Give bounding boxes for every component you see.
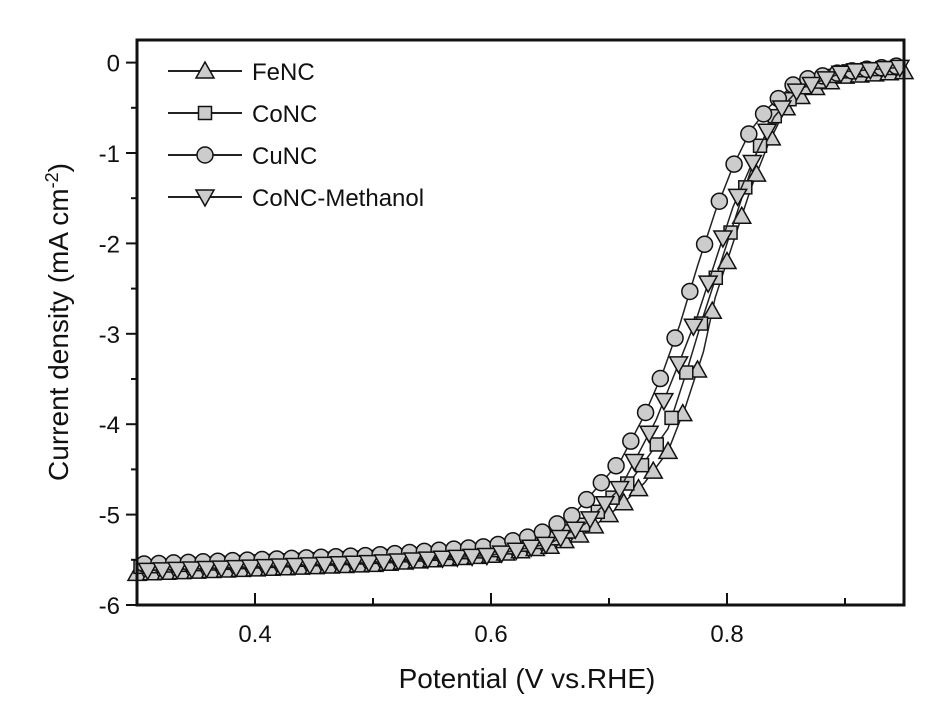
data-point: [729, 189, 747, 205]
data-point: [579, 492, 595, 508]
plot-marks: [128, 58, 913, 580]
y-tick-label: 0: [107, 51, 120, 78]
legend-label: FeNC: [252, 59, 315, 86]
data-point: [667, 330, 683, 346]
legend-label: CuNC: [252, 143, 317, 170]
data-point: [756, 106, 772, 122]
data-point: [650, 438, 663, 451]
series-conc: [134, 61, 904, 573]
y-tick-label: -2: [99, 231, 120, 258]
legend-item: FeNC: [168, 59, 315, 86]
data-point: [741, 126, 757, 142]
data-point: [564, 508, 580, 524]
y-axis-title-end: ): [43, 163, 74, 172]
y-axis-title-sup: -2: [42, 172, 62, 188]
x-tick-label: 0.6: [474, 621, 507, 648]
legend: FeNC CoNC CuNC CoNC-Methanol: [168, 59, 424, 212]
data-point: [623, 433, 639, 449]
data-point: [593, 475, 609, 491]
legend-label: CoNC-Methanol: [252, 185, 424, 212]
y-axis-title-main: Current density (mA cm: [43, 188, 74, 481]
series-fenc: [128, 63, 913, 581]
x-axis-title: Potential (V vs.RHE): [399, 663, 656, 694]
data-point: [711, 193, 727, 209]
legend-item: CoNC: [168, 101, 317, 128]
data-point: [549, 516, 565, 532]
data-point: [726, 156, 742, 172]
series-conc-methanol: [137, 60, 909, 579]
data-point: [697, 236, 713, 252]
x-tick-label: 0.4: [238, 621, 271, 648]
data-point: [682, 283, 698, 299]
series-line: [137, 65, 904, 564]
data-point: [665, 411, 678, 424]
legend-marker-square-icon: [199, 107, 212, 120]
y-tick-label: -6: [99, 593, 120, 620]
legend-item: CuNC: [168, 143, 317, 170]
data-point: [652, 371, 668, 387]
y-tick-label: -3: [99, 322, 120, 349]
legend-marker-circle-icon: [197, 147, 213, 163]
data-point: [655, 394, 673, 410]
legend-item: CoNC-Methanol: [168, 185, 424, 212]
series-cunc: [136, 58, 904, 572]
y-axis-title: Current density (mA cm-2): [42, 163, 74, 481]
x-tick-label: 0.8: [710, 621, 743, 648]
y-tick-label: -4: [99, 412, 120, 439]
legend-label: CoNC: [252, 101, 317, 128]
data-point: [638, 404, 654, 420]
y-tick-label: -5: [99, 503, 120, 530]
y-tick-label: -1: [99, 141, 120, 168]
data-point: [608, 458, 624, 474]
